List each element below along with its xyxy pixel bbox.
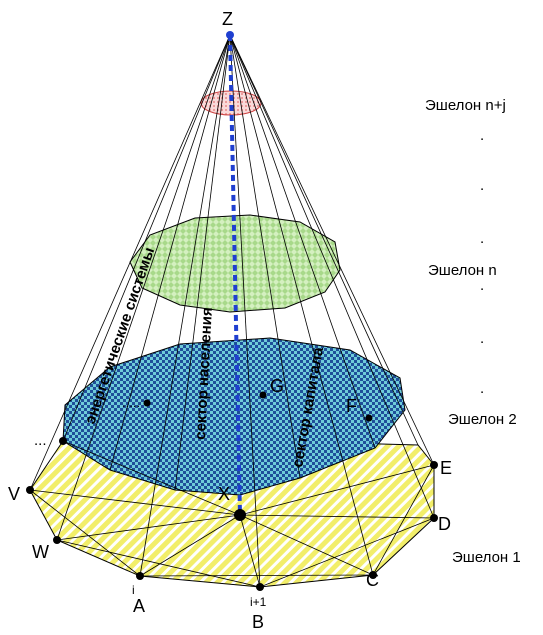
vertex-label-c: C <box>366 570 379 590</box>
vertex-label-w: W <box>32 542 49 562</box>
apex-label: Z <box>222 9 233 29</box>
sector-population-label: сектор населения <box>192 307 216 440</box>
echelon-n-level <box>129 214 341 313</box>
echelon-dot-5: . <box>480 330 484 347</box>
echelon-dot-6: . <box>480 380 484 397</box>
vertex-label-a: A <box>133 596 145 616</box>
vertex-label-v: V <box>8 484 20 504</box>
center-label: X <box>218 484 230 504</box>
vertex-label-d: D <box>438 514 451 534</box>
echelon-2-label: Эшелон 2 <box>448 411 517 428</box>
pyramid-edges <box>29 34 435 588</box>
echelon-n-label: Эшелон n <box>428 262 497 279</box>
vertex-index-i: i <box>132 583 135 597</box>
inner-point-g: G <box>270 376 284 396</box>
vertex-label-e: E <box>440 458 452 478</box>
vertex-index-i1: i+1 <box>250 595 267 609</box>
left-ellipsis: ..... <box>122 395 140 410</box>
base-spokes <box>29 440 435 588</box>
echelon-dot-3: . <box>480 230 484 247</box>
central-axis <box>228 34 242 516</box>
echelon-2-level <box>62 337 406 496</box>
echelon-1-label: Эшелон 1 <box>452 549 521 566</box>
vertex-points <box>26 31 438 591</box>
vertex-label-b: B <box>252 612 264 632</box>
echelon-dot-2: . <box>480 177 484 194</box>
vertex-ellipsis: ... <box>34 432 47 449</box>
echelon-dot-4: . <box>480 277 484 294</box>
echelon-nj-label: Эшелон n+j <box>425 97 506 114</box>
inner-point-f: F <box>346 396 357 416</box>
echelon-dot-1: . <box>480 127 484 144</box>
